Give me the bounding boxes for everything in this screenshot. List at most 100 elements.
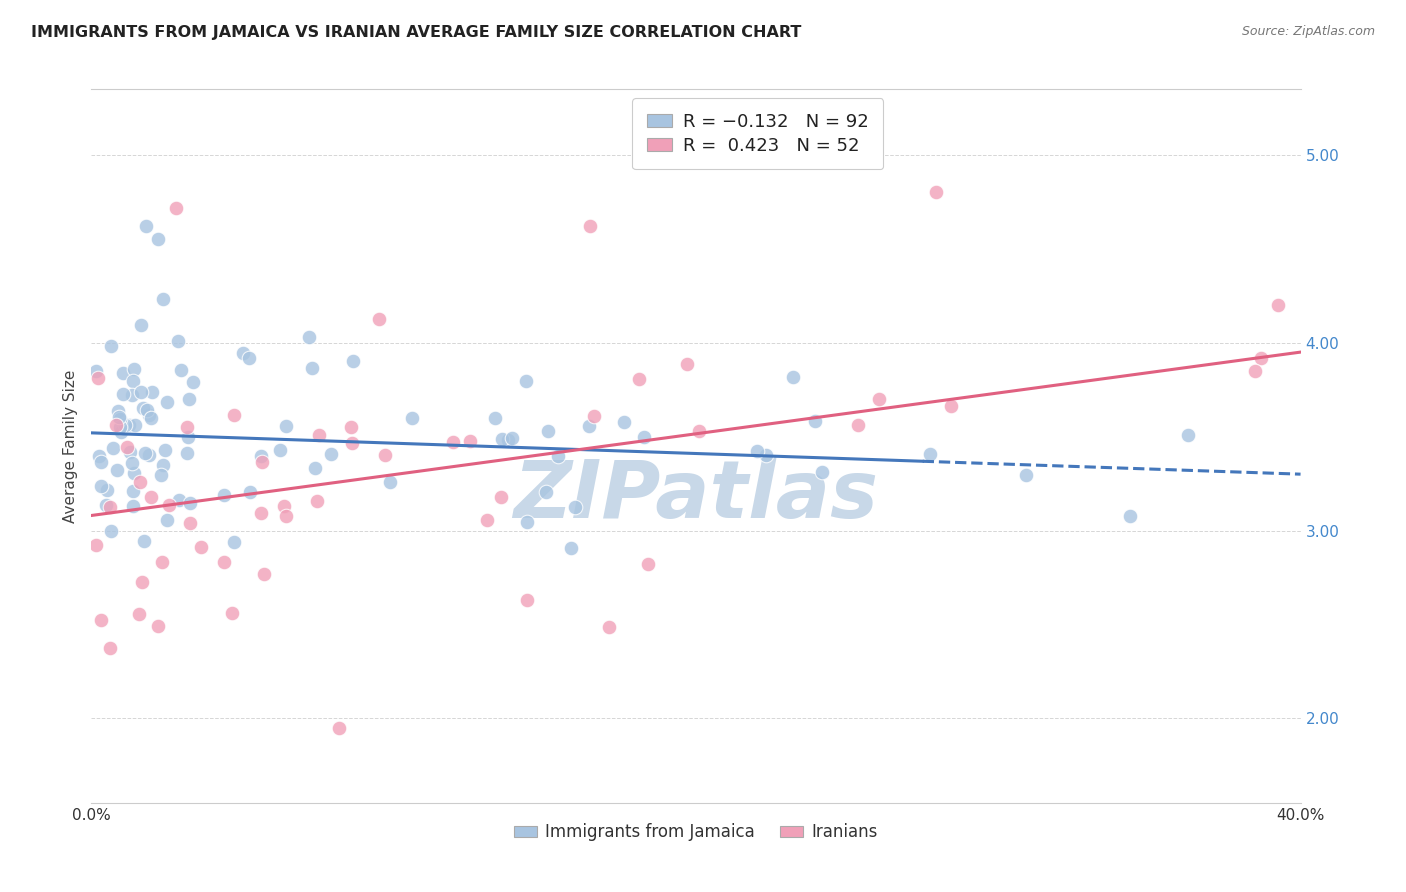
Point bbox=[564, 500, 586, 514]
Point bbox=[305, 494, 328, 508]
Point bbox=[515, 374, 537, 388]
Point bbox=[491, 433, 513, 447]
Point bbox=[458, 434, 481, 448]
Point bbox=[441, 435, 464, 450]
Point bbox=[1267, 298, 1289, 312]
Point bbox=[239, 484, 262, 499]
Point bbox=[118, 418, 141, 433]
Point bbox=[121, 388, 143, 402]
Point bbox=[129, 384, 152, 399]
Point bbox=[114, 417, 136, 432]
Point bbox=[165, 201, 187, 215]
Point bbox=[115, 440, 138, 454]
Point bbox=[224, 534, 246, 549]
Point bbox=[100, 339, 122, 353]
Point bbox=[132, 534, 155, 549]
Point bbox=[122, 500, 145, 514]
Point bbox=[221, 606, 243, 620]
Point bbox=[547, 450, 569, 464]
Point bbox=[501, 431, 523, 445]
Point bbox=[94, 498, 117, 512]
Point bbox=[110, 420, 132, 434]
Point bbox=[105, 463, 128, 477]
Point bbox=[141, 385, 163, 400]
Point bbox=[132, 401, 155, 416]
Point bbox=[232, 346, 254, 360]
Point bbox=[378, 475, 401, 489]
Point bbox=[101, 441, 124, 455]
Point bbox=[138, 408, 160, 422]
Point bbox=[100, 524, 122, 539]
Point bbox=[920, 447, 942, 461]
Text: IMMIGRANTS FROM JAMAICA VS IRANIAN AVERAGE FAMILY SIZE CORRELATION CHART: IMMIGRANTS FROM JAMAICA VS IRANIAN AVERA… bbox=[31, 25, 801, 40]
Point bbox=[308, 427, 330, 442]
Point bbox=[131, 574, 153, 589]
Point bbox=[107, 409, 129, 424]
Point bbox=[374, 448, 396, 462]
Point bbox=[214, 555, 236, 569]
Point bbox=[134, 446, 156, 460]
Point bbox=[129, 318, 152, 332]
Point bbox=[846, 418, 869, 433]
Point bbox=[212, 488, 235, 502]
Point bbox=[179, 516, 201, 530]
Point bbox=[157, 498, 180, 512]
Point bbox=[328, 721, 350, 735]
Point bbox=[579, 219, 602, 234]
Point bbox=[98, 500, 121, 515]
Point bbox=[84, 538, 107, 552]
Point bbox=[342, 353, 364, 368]
Point bbox=[249, 507, 271, 521]
Point bbox=[475, 513, 498, 527]
Point bbox=[190, 541, 212, 555]
Point bbox=[496, 434, 519, 448]
Point bbox=[274, 509, 297, 524]
Point bbox=[560, 541, 582, 555]
Point bbox=[155, 442, 177, 457]
Point bbox=[139, 411, 162, 425]
Point bbox=[274, 419, 297, 434]
Text: ZIPatlas: ZIPatlas bbox=[513, 457, 879, 535]
Point bbox=[401, 410, 423, 425]
Point bbox=[138, 448, 160, 462]
Point bbox=[515, 592, 537, 607]
Point bbox=[90, 455, 112, 469]
Point bbox=[122, 466, 145, 480]
Point bbox=[534, 484, 557, 499]
Point bbox=[108, 412, 131, 426]
Point bbox=[253, 567, 276, 582]
Point bbox=[124, 362, 146, 376]
Point bbox=[578, 418, 600, 433]
Point bbox=[319, 447, 342, 461]
Point bbox=[810, 465, 832, 479]
Point bbox=[121, 456, 143, 470]
Point bbox=[339, 420, 361, 434]
Point bbox=[782, 369, 804, 384]
Point bbox=[537, 424, 560, 438]
Point bbox=[90, 613, 112, 627]
Point bbox=[87, 449, 110, 463]
Point bbox=[1177, 428, 1199, 442]
Point bbox=[124, 417, 146, 432]
Point bbox=[1015, 467, 1038, 482]
Point bbox=[301, 361, 323, 376]
Point bbox=[107, 404, 129, 418]
Point bbox=[298, 330, 321, 344]
Point bbox=[166, 334, 188, 348]
Point bbox=[118, 444, 141, 458]
Point bbox=[269, 443, 291, 458]
Point bbox=[925, 186, 948, 200]
Point bbox=[176, 445, 198, 459]
Point bbox=[745, 444, 768, 458]
Point bbox=[755, 448, 778, 462]
Point bbox=[90, 478, 112, 492]
Point bbox=[112, 367, 135, 381]
Point bbox=[156, 513, 179, 527]
Point bbox=[804, 413, 827, 427]
Point bbox=[128, 607, 150, 621]
Point bbox=[868, 392, 890, 407]
Point bbox=[176, 419, 198, 434]
Point bbox=[1119, 508, 1142, 523]
Point bbox=[222, 409, 245, 423]
Point bbox=[139, 490, 162, 504]
